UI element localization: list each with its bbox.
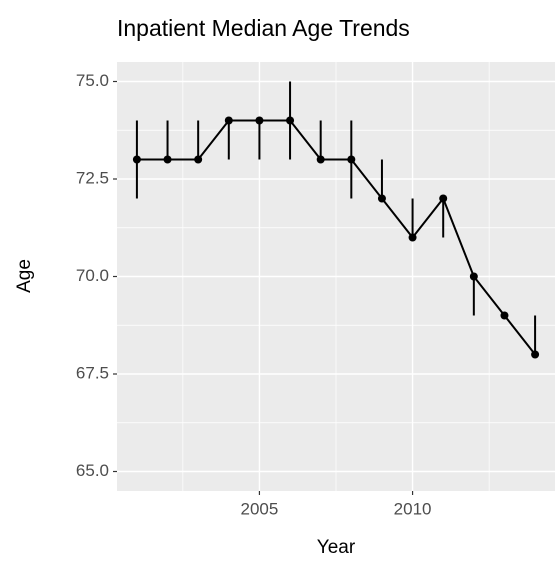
point	[316, 155, 325, 164]
y-tick-label: 70.0	[76, 266, 109, 285]
point	[500, 311, 509, 320]
y-axis-label: Age	[14, 259, 35, 293]
point	[469, 272, 478, 281]
point	[286, 116, 295, 125]
point	[132, 155, 141, 164]
point	[408, 233, 417, 242]
point	[255, 116, 264, 125]
x-axis-label: Year	[317, 537, 356, 558]
point	[377, 194, 386, 203]
y-tick-label: 67.5	[76, 363, 109, 382]
x-tick-label: 2005	[241, 499, 279, 518]
series-line	[136, 119, 536, 356]
y-tick-label: 75.0	[76, 71, 109, 90]
point	[194, 155, 203, 164]
x-tick-label: 2010	[394, 499, 432, 518]
chart-title: Inpatient Median Age Trends	[117, 15, 410, 41]
y-tick-label: 65.0	[76, 461, 109, 480]
point	[163, 155, 172, 164]
point	[439, 194, 448, 203]
point	[224, 116, 233, 125]
y-tick-label: 72.5	[76, 168, 109, 187]
point	[347, 155, 356, 164]
point	[531, 350, 540, 359]
